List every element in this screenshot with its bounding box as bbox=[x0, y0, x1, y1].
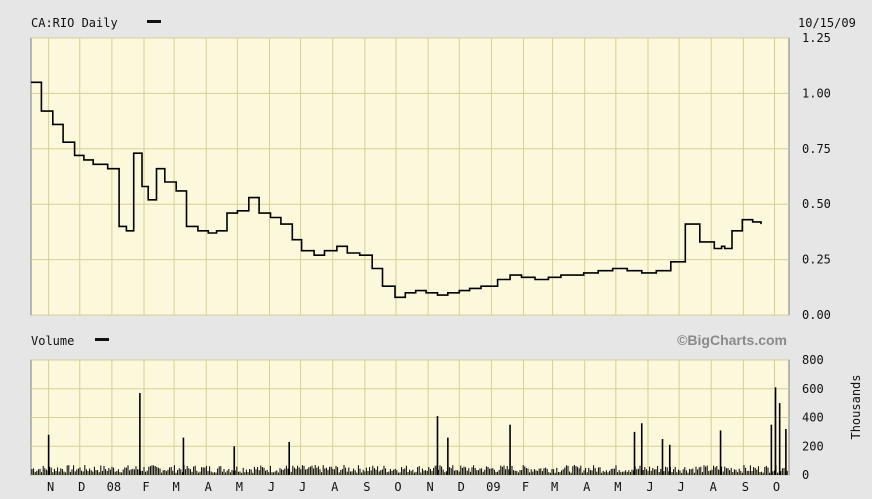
x-tick-label: 09 bbox=[486, 480, 500, 494]
volume-tick-label: 400 bbox=[802, 411, 824, 425]
price-axis: 1.25 1.00 0.75 0.50 0.25 0.00 bbox=[802, 31, 831, 322]
price-tick-label: 0.50 bbox=[802, 197, 831, 211]
volume-axis: 800 600 400 200 0 bbox=[802, 353, 824, 482]
x-tick-label: M bbox=[172, 480, 179, 494]
volume-tick-label: 0 bbox=[802, 468, 809, 482]
volume-tick-label: 200 bbox=[802, 439, 824, 453]
x-tick-label: J bbox=[299, 480, 306, 494]
x-tick-label: S bbox=[742, 480, 749, 494]
x-tick-label: M bbox=[236, 480, 243, 494]
x-tick-label: O bbox=[394, 480, 401, 494]
volume-legend-swatch bbox=[95, 338, 109, 341]
x-tick-label: A bbox=[331, 480, 339, 494]
x-tick-label: D bbox=[458, 480, 465, 494]
brand-watermark: ©BigCharts.com bbox=[677, 332, 787, 348]
price-legend-swatch bbox=[147, 20, 161, 23]
x-tick-label: J bbox=[677, 480, 684, 494]
x-tick-label: A bbox=[583, 480, 591, 494]
x-tick-label: O bbox=[773, 480, 780, 494]
x-tick-label: J bbox=[268, 480, 275, 494]
price-line bbox=[31, 81, 762, 299]
x-tick-label: 08 bbox=[107, 480, 121, 494]
x-tick-label: N bbox=[47, 480, 54, 494]
x-tick-label: F bbox=[522, 480, 529, 494]
price-grid bbox=[31, 37, 789, 316]
x-tick-label: A bbox=[205, 480, 213, 494]
x-tick-label: N bbox=[427, 480, 434, 494]
price-tick-label: 0.25 bbox=[802, 253, 831, 267]
volume-tick-label: 600 bbox=[802, 382, 824, 396]
x-tick-label: S bbox=[363, 480, 370, 494]
symbol-label: CA:RIO Daily bbox=[31, 16, 118, 30]
price-tick-label: 1.00 bbox=[802, 86, 831, 100]
chart-date: 10/15/09 bbox=[798, 16, 856, 30]
volume-bars bbox=[31, 387, 788, 475]
volume-tick-label: 800 bbox=[802, 353, 824, 367]
x-tick-label: M bbox=[551, 480, 558, 494]
price-tick-label: 1.25 bbox=[802, 31, 831, 45]
price-tick-label: 0.75 bbox=[802, 142, 831, 156]
x-tick-label: J bbox=[646, 480, 653, 494]
volume-axis-title: Thousands bbox=[849, 374, 863, 439]
x-tick-label: A bbox=[710, 480, 718, 494]
x-tick-label: M bbox=[614, 480, 621, 494]
x-tick-label: F bbox=[142, 480, 149, 494]
volume-header-bar bbox=[0, 325, 872, 355]
x-axis: N D 08 F M A M J J A S O N D 09 F M A M J J A S O bbox=[47, 480, 780, 494]
price-plot-area bbox=[30, 37, 790, 316]
volume-label: Volume bbox=[31, 334, 74, 348]
x-tick-label: D bbox=[78, 480, 85, 494]
price-tick-label: 0.00 bbox=[802, 308, 831, 322]
